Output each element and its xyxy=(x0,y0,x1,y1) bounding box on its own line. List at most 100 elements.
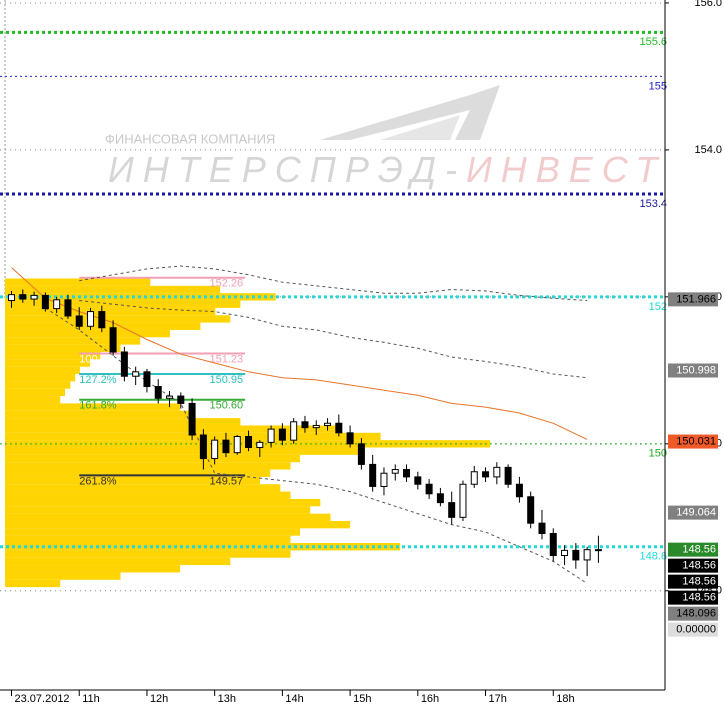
profile-bar xyxy=(5,300,241,308)
profile-bar xyxy=(5,315,231,323)
level-label: 153.4 xyxy=(639,198,667,210)
watermark-part: ИНТЕРСПРЭД- xyxy=(108,149,466,190)
x-tick-label: 23.07.2012 xyxy=(15,693,70,705)
profile-bar xyxy=(5,425,341,433)
price-box-label: 148.56 xyxy=(682,560,716,572)
x-tick-label: 18h xyxy=(556,693,574,705)
x-tick-label: 11h xyxy=(82,693,100,705)
candle-body xyxy=(335,422,343,434)
logo-shape xyxy=(380,115,460,140)
indicator-line xyxy=(79,300,588,379)
profile-bar xyxy=(5,528,300,536)
logo-shape xyxy=(320,85,500,140)
candle-body xyxy=(154,386,162,399)
candle-body xyxy=(527,496,535,524)
indicator-line xyxy=(79,265,588,301)
profile-bar xyxy=(5,410,191,419)
candle-body xyxy=(436,493,444,504)
candle-body xyxy=(245,435,253,449)
price-box xyxy=(668,574,718,589)
profile-bar xyxy=(5,329,170,338)
candle-body xyxy=(143,371,151,388)
candle-body xyxy=(403,469,411,478)
candle-body xyxy=(448,502,456,518)
profile-bar xyxy=(5,513,331,521)
profile-bar xyxy=(5,432,381,441)
candle-body xyxy=(515,483,523,498)
candle-body xyxy=(233,435,241,454)
candle-body xyxy=(482,471,490,478)
watermark-line1: ФИНАНСОВАЯ КОМПАНИЯ xyxy=(105,131,275,146)
candle-body xyxy=(177,395,185,404)
candle-body xyxy=(132,371,140,377)
x-tick-label: 14h xyxy=(285,693,303,705)
profile-bar xyxy=(5,418,241,426)
candle-body xyxy=(538,522,546,534)
level-label: 148.6 xyxy=(639,551,667,563)
candle-body xyxy=(459,483,467,518)
candle-body xyxy=(493,466,501,478)
candle-body xyxy=(188,402,196,436)
candle-body xyxy=(19,294,27,300)
candle-body xyxy=(8,294,16,302)
candle-body xyxy=(301,421,309,429)
level-label: 152 xyxy=(649,301,667,313)
candle-body xyxy=(267,428,275,443)
price-box xyxy=(668,292,718,307)
price-box xyxy=(668,622,718,637)
y-tick-label: 156.0 xyxy=(694,0,722,9)
candle-body xyxy=(414,476,422,485)
candle-body xyxy=(256,441,264,449)
candle-body xyxy=(222,439,230,454)
watermark-logo xyxy=(320,85,500,140)
candle-body xyxy=(30,294,38,300)
profile-bar xyxy=(5,344,121,352)
candle-body xyxy=(346,432,354,445)
candle-body xyxy=(290,421,298,441)
level-label: 155.6 xyxy=(639,36,667,48)
level-label: 150 xyxy=(649,448,667,460)
watermark-line2: ИНТЕРСПРЭД-ИНВЕСТ xyxy=(108,149,667,190)
fib-ratio-label: 161.8% xyxy=(79,400,117,412)
candle-body xyxy=(109,327,117,353)
profile-bar xyxy=(5,476,261,485)
profile-bar xyxy=(5,491,291,499)
price-box-label: 150.998 xyxy=(676,364,716,376)
candle-body xyxy=(64,299,72,317)
price-box-label: 149.064 xyxy=(676,507,716,519)
fib-price-label: 149.57 xyxy=(209,475,243,487)
fib-ratio-label: 127.2% xyxy=(79,374,117,386)
price-box-label: 150.031 xyxy=(676,435,716,447)
price-box xyxy=(668,558,718,573)
fib-ratio-label: 261.8% xyxy=(79,475,117,487)
price-box xyxy=(668,606,718,621)
profile-bar xyxy=(5,307,216,316)
candle-body xyxy=(357,443,365,465)
profile-bar xyxy=(5,278,151,286)
profile-bar xyxy=(5,572,121,580)
profile-bar xyxy=(5,285,221,294)
candle-body xyxy=(166,395,174,399)
price-box-label: 148.56 xyxy=(682,576,716,588)
fib-ratio-label: 100.0% xyxy=(79,353,117,365)
price-box-label: 148.096 xyxy=(676,608,716,620)
x-tick-label: 17h xyxy=(489,693,507,705)
profile-bar xyxy=(5,579,61,588)
candle-body xyxy=(53,299,61,310)
profile-bar xyxy=(5,535,291,544)
candle-body xyxy=(583,549,591,561)
price-box xyxy=(668,505,718,520)
candle-body xyxy=(369,463,377,487)
profile-bar xyxy=(5,543,401,551)
x-tick-label: 13h xyxy=(218,693,236,705)
profile-bar xyxy=(5,484,281,492)
x-tick-label: 16h xyxy=(421,693,439,705)
watermark-part: ИНВЕСТ xyxy=(466,149,667,190)
profile-bar xyxy=(5,337,141,345)
profile-bar xyxy=(5,498,321,507)
price-box-label: 148.56 xyxy=(682,544,716,556)
candle-body xyxy=(75,315,83,327)
fib-price-label: 151.23 xyxy=(209,353,243,365)
profile-bar xyxy=(5,447,361,455)
profile-bar xyxy=(5,351,101,360)
